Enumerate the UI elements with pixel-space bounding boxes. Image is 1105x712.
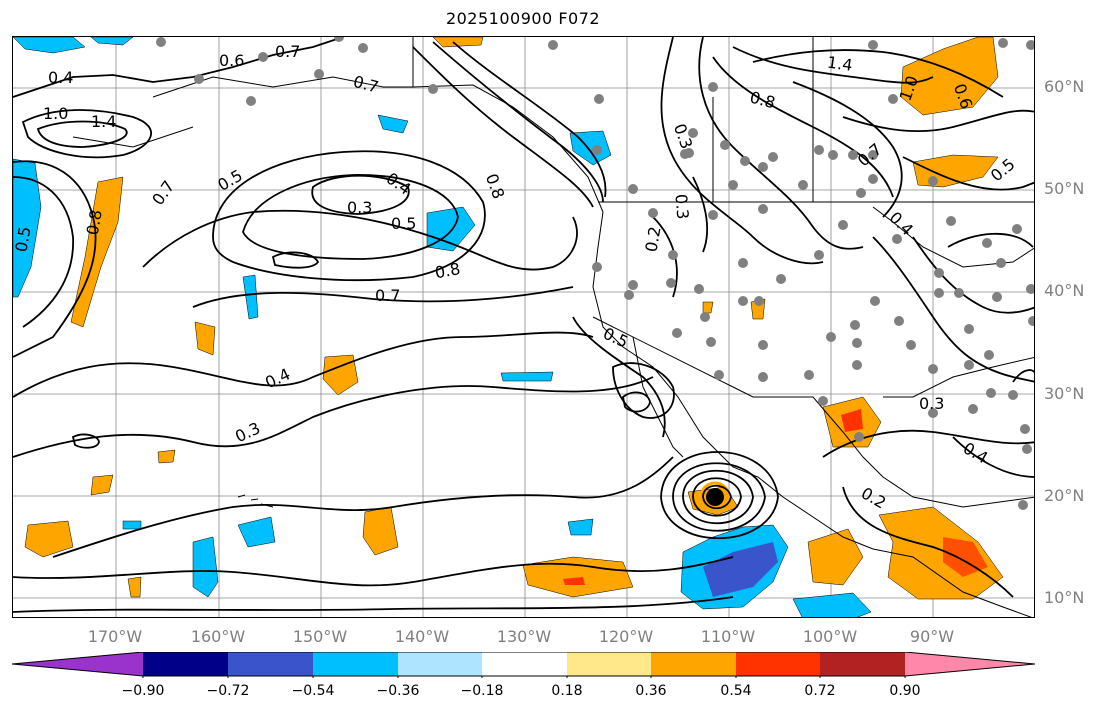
- contour-label: 0.8: [83, 208, 106, 236]
- colorbar-segment: [313, 652, 398, 676]
- colorbar-tick-label: 0.36: [635, 683, 667, 699]
- contour-label: 0.7: [148, 177, 178, 209]
- contour-label: 0.7: [275, 42, 300, 61]
- lat-label: 60°N: [1044, 77, 1085, 96]
- colorbar-tick-label: −0.72: [206, 683, 250, 699]
- colorbar-segment: [567, 652, 651, 676]
- colorbar-tick-label: 0.72: [804, 683, 836, 699]
- colorbar-tick-label: −0.90: [121, 683, 165, 699]
- colorbar-tick-label: 0.18: [551, 683, 583, 699]
- contour-label: 0.3: [919, 394, 944, 413]
- contour-label: 0.8: [482, 171, 509, 201]
- lat-label: 50°N: [1044, 179, 1085, 198]
- contour-label: 0.7: [854, 139, 886, 170]
- contour-label: 0.8: [748, 87, 778, 112]
- colorbar-tick-label: −0.36: [376, 683, 420, 699]
- colorbar: [12, 652, 1036, 678]
- colorbar-ticks: [142, 676, 906, 678]
- contour-label: 0.4: [262, 364, 293, 392]
- contour-label: 0.2: [641, 225, 664, 253]
- contour-label: 1.4: [91, 112, 116, 131]
- lon-label: 100°W: [802, 627, 858, 646]
- lat-label: 10°N: [1044, 588, 1085, 607]
- contour-label: 0.4: [48, 68, 73, 87]
- lat-label: 40°N: [1044, 281, 1085, 300]
- coastlines: [72, 37, 1034, 617]
- lat-label: 20°N: [1044, 486, 1085, 505]
- contour-label: 0.5: [13, 225, 35, 253]
- colorbar-segment: [651, 652, 736, 676]
- lon-label: 110°W: [700, 627, 756, 646]
- colorbar-segment: [482, 652, 567, 676]
- station-dots: [156, 37, 1034, 510]
- lon-label: 150°W: [292, 627, 348, 646]
- contour-label: 1.4: [826, 53, 854, 75]
- colorbar-segment: [228, 652, 313, 676]
- colorbar-tick-label: 0.90: [889, 683, 921, 699]
- contour-lines: [13, 37, 1034, 613]
- colorbar-tick-label: −0.54: [291, 683, 335, 699]
- colorbar-segment: [820, 652, 905, 676]
- contour-label: 0.3: [347, 198, 372, 217]
- anomaly-shading: [13, 37, 1004, 617]
- lon-label: 160°W: [190, 627, 246, 646]
- contour-label: 0.3: [670, 121, 697, 151]
- contour-label: 0.5: [600, 324, 631, 352]
- map-panel: 0.7 0.6 0.4 1.0 1.4 0.7 0.5 0.4 0.3 0.5 …: [12, 36, 1035, 618]
- lat-label: 30°N: [1044, 384, 1085, 403]
- lon-label: 170°W: [87, 627, 143, 646]
- colorbar-segment: [143, 652, 228, 676]
- contour-label: 0.4: [886, 208, 917, 239]
- contour-label: 1.0: [43, 104, 68, 123]
- lon-label: 140°W: [394, 627, 450, 646]
- contour-label: 0.2: [858, 483, 890, 512]
- graticule: [13, 37, 1034, 617]
- contour-label: 0.3: [671, 193, 692, 220]
- lon-label: 130°W: [496, 627, 552, 646]
- contour-label: 0.6: [219, 51, 244, 70]
- map-title: 2025100900 F072: [445, 9, 601, 28]
- map-canvas: 0.7 0.6 0.4 1.0 1.4 0.7 0.5 0.4 0.3 0.5 …: [13, 37, 1034, 617]
- contour-label: 0.7: [375, 286, 400, 305]
- contour-label: 0.5: [391, 214, 416, 233]
- colorbar-tick-label: −0.18: [460, 683, 504, 699]
- contour-label: 0.7: [351, 72, 381, 97]
- colorbar-segment: [398, 652, 482, 676]
- lon-label: 90°W: [909, 627, 955, 646]
- contour-label: 0.4: [383, 169, 415, 199]
- lon-label: 120°W: [598, 627, 654, 646]
- colorbar-segment: [905, 652, 1035, 676]
- contour-label: 0.8: [433, 259, 461, 282]
- colorbar-tick-label: 0.54: [720, 683, 752, 699]
- colorbar-segment: [736, 652, 820, 676]
- colorbar-segment: [12, 652, 143, 676]
